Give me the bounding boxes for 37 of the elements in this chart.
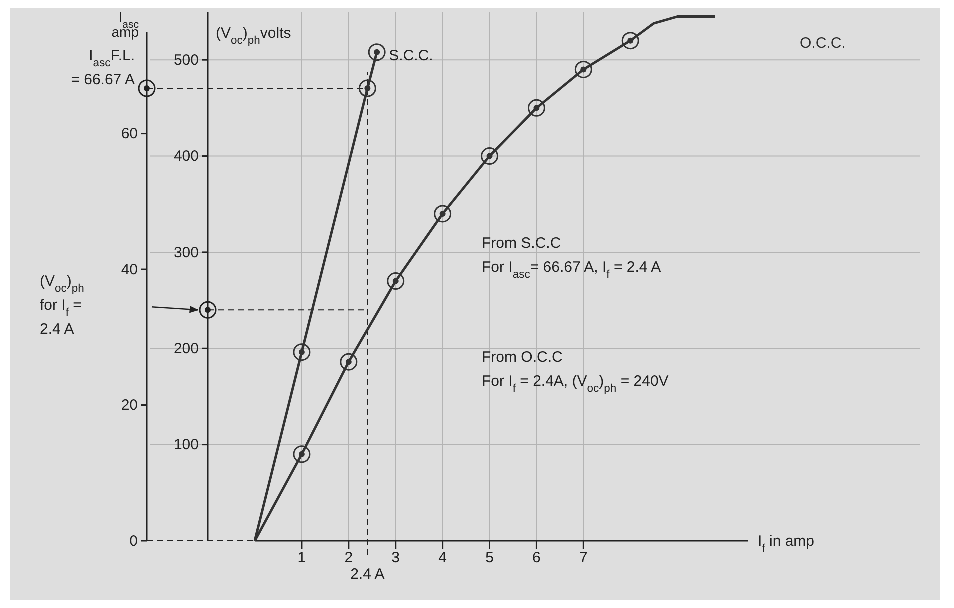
point [387,272,405,290]
x-tick-label: 2 [344,550,354,567]
y2-tick-label: 500 [174,52,199,69]
x-tick-label: 3 [392,550,400,567]
point [434,205,452,223]
point [293,344,311,362]
x-tick-label: 1 [298,550,306,567]
point [368,44,386,62]
point [340,353,358,371]
y-tick-label: 60 [121,126,138,143]
annotation: From O.C.C For I$_{f}$ = 2.4A, (V$_{oc}$)$_{ph}$ = 240V [482,349,669,395]
y2-tick-label: 300 [174,244,199,262]
ref-line-label: 2.4 A [350,566,385,583]
x-axis-title: I$_{f}$ in amp [758,533,815,555]
y2-axis-title: (V$_{oc}$)$_{ph}$volts [216,25,292,47]
point [293,446,311,464]
series-label: S.C.C. [389,47,434,64]
ref-line-label: I$_{asc}$F.L. = 66.67 A [71,48,135,89]
y2-tick-label: 200 [174,340,199,358]
x-tick-label: 6 [532,550,541,567]
y-tick-label: 20 [121,397,138,414]
text: (V$_{oc}$)$_{ph}$ for I$_{f}$ = 2.4 A [40,273,84,338]
y-axis-title: I$_{asc}$ amp [112,9,140,40]
x-tick-label: 5 [486,550,494,567]
annotation: From S.C.C For I$_{asc}$= 66.67 A, I$_{f}$ = 2.4 A [482,235,662,281]
y-tick-label: 40 [121,261,138,278]
point [528,99,546,117]
point [358,80,376,98]
point [481,148,499,166]
point [574,60,592,78]
x-tick-label: 7 [579,550,588,567]
y2-tick-label: 400 [174,148,199,166]
y-tick-label: 0 [130,532,138,550]
x-tick-label: 4 [438,550,447,567]
y2-tick-label: 100 [174,436,199,454]
point [622,32,640,50]
text: O.C.C. [800,35,846,52]
